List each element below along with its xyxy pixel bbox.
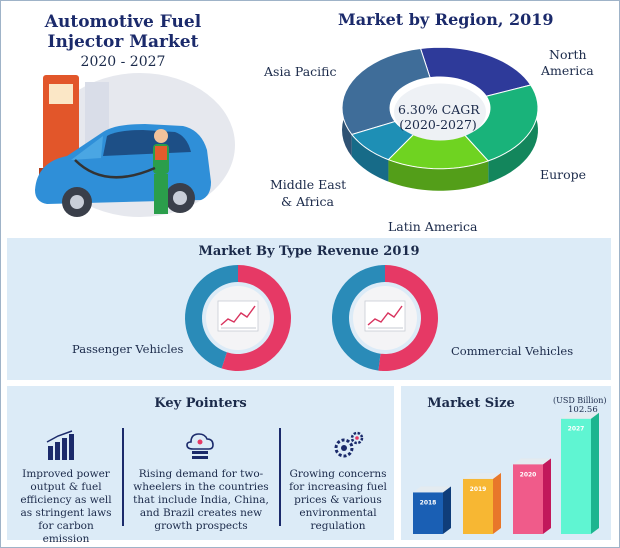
car-windshield [71,136,103,160]
car-wheel-front-hub [70,195,84,209]
region-label-europe: Europe [540,167,587,182]
attendant-head [154,129,168,143]
region-donut-chart [341,46,539,191]
key-pointer-2-text: Rising demand for two-wheelers in the co… [133,468,269,532]
bar-side [543,458,551,534]
cloud-data-icon [186,433,214,459]
fuel-hose [74,159,156,179]
market-size-bar-chart: 2018 2019 2020 2027 [413,412,599,534]
type-donut-segment-passenger-1 [184,265,238,369]
region-label-latin-america: Latin America [388,219,478,234]
attendant-vest [155,146,167,160]
region-label-north-america-2: America [541,63,594,78]
bar-year-label: 2019 [470,486,487,493]
key-pointers-title: Key Pointers [154,396,247,411]
market-size-unit: (USD Billion) [553,396,607,405]
bar-top [513,458,551,465]
bar-growth-icon [46,430,74,460]
trend-chart-icon [217,300,259,332]
key-pointers-panel [7,386,394,540]
type-donut-segment-passenger-0 [221,265,291,371]
bar-year-label: 2020 [520,471,537,478]
region-label-asia-pacific: Asia Pacific [264,64,337,79]
key-pointer-1-text: Improved power output & fuel efficiency … [20,468,112,545]
market-size-title: Market Size [427,396,515,411]
fuel-station-illustration [35,73,235,217]
main-title-line2: Injector Market [47,32,199,52]
commercial-vehicles-label: Commercial Vehicles [451,344,574,358]
period-label: 2020 - 2027 [80,54,166,70]
market-size-bar-2019: 2019 [463,472,501,534]
market-size-final-value: 102.56 [568,405,598,415]
bar-side [443,486,451,534]
bar-top [561,412,599,419]
market-size-bar-2018: 2018 [413,486,451,534]
region-label-north-america-1: North [549,47,587,62]
key-pointer-divider-2 [279,428,281,526]
type-donut-segment-commercial-0 [378,265,438,371]
bar-top [413,486,451,493]
car-wheel-rear-hub [173,191,187,205]
type-revenue-panel [7,238,611,380]
bar-side [591,412,599,534]
car-window [103,130,191,156]
bar-side [493,472,501,534]
gears-icon [334,431,364,458]
bar-front [513,464,543,534]
region-slice-asia-pacific [341,47,431,157]
bar-front [561,418,591,534]
bar-year-label: 2027 [568,426,585,433]
type-revenue-title: Market By Type Revenue 2019 [198,244,420,259]
region-slice-top [341,47,431,136]
passenger-vehicles-label: Passenger Vehicles [72,342,184,356]
key-pointer-divider-1 [122,428,124,526]
region-label-mea-2: & Africa [281,194,334,209]
bar-top [463,472,501,479]
key-pointer-3-text: Growing concerns for increasing fuel pri… [289,468,387,532]
region-title: Market by Region, 2019 [338,10,554,29]
bar-front [463,478,493,534]
region-slice-side [488,84,538,183]
cagr-label-line1: 6.30% CAGR [398,102,480,117]
region-slice-latin-america [387,133,490,191]
cagr-label-line2: (2020-2027) [399,117,477,132]
region-donut-hole [394,83,486,141]
attendant-legs [154,174,168,214]
fuel-pump-screen [49,84,73,104]
bar-front [413,492,443,534]
commercial-donut [332,265,438,371]
type-donut-segment-commercial-1 [332,265,385,371]
region-slice-side [351,134,389,182]
passenger-donut [184,265,291,371]
market-size-bar-2020: 2020 [513,458,551,534]
market-size-bar-2027: 2027 [561,412,599,534]
region-label-mea-1: Middle East [270,177,347,192]
trend-chart-icon [364,300,406,332]
bar-year-label: 2018 [420,499,437,506]
main-title-line1: Automotive Fuel [44,12,202,32]
